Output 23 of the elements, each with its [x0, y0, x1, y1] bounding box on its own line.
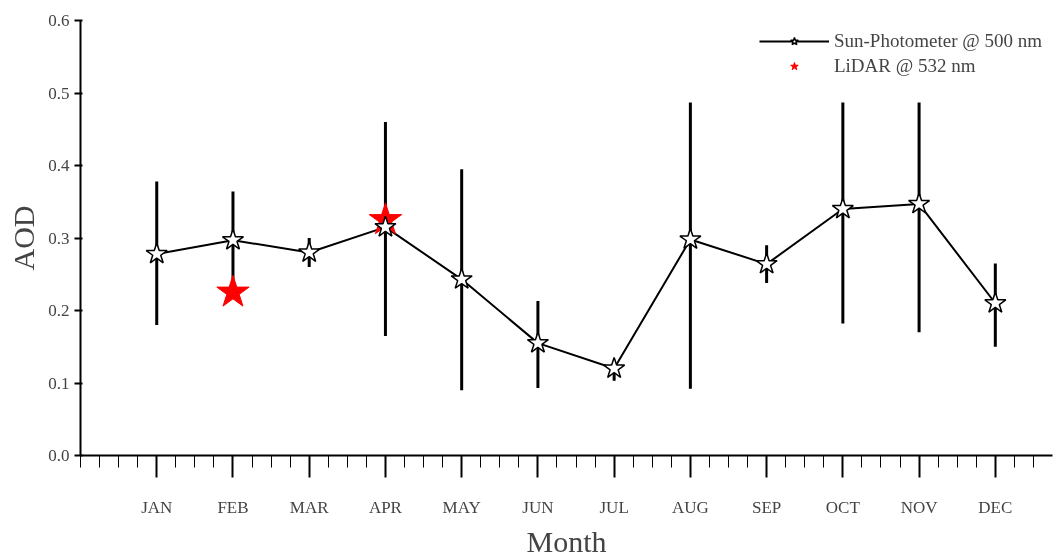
- y-tick-label: 0.3: [48, 228, 70, 248]
- y-axis-title: AOD: [7, 205, 41, 271]
- x-tick-label: JAN: [141, 497, 173, 517]
- y-tick-label: 0.5: [48, 83, 70, 103]
- y-tick-label: 0.4: [48, 156, 70, 175]
- y-tick-label: 0.6: [48, 11, 70, 30]
- x-tick-label: MAY: [442, 497, 481, 517]
- y-tick-label: 0.2: [48, 301, 70, 320]
- legend-label: Sun-Photometer @ 500 nm: [833, 30, 1042, 52]
- x-tick-label: APR: [368, 497, 403, 517]
- x-tick-label: JUL: [599, 497, 629, 517]
- x-tick-label: JUN: [522, 497, 554, 517]
- x-tick-label: MAR: [289, 497, 330, 517]
- x-tick-label: FEB: [217, 497, 249, 517]
- x-tick-label: NOV: [900, 497, 939, 517]
- x-tick-label: OCT: [825, 497, 861, 517]
- y-tick-label: 0.0: [48, 446, 70, 465]
- x-tick-label: SEP: [751, 497, 782, 517]
- x-tick-label: DEC: [978, 497, 1013, 517]
- y-tick-label: 0.1: [48, 373, 70, 393]
- legend-label: LiDAR @ 532 nm: [833, 55, 976, 77]
- x-tick-label: AUG: [671, 497, 709, 517]
- x-axis-title: Month: [526, 524, 607, 558]
